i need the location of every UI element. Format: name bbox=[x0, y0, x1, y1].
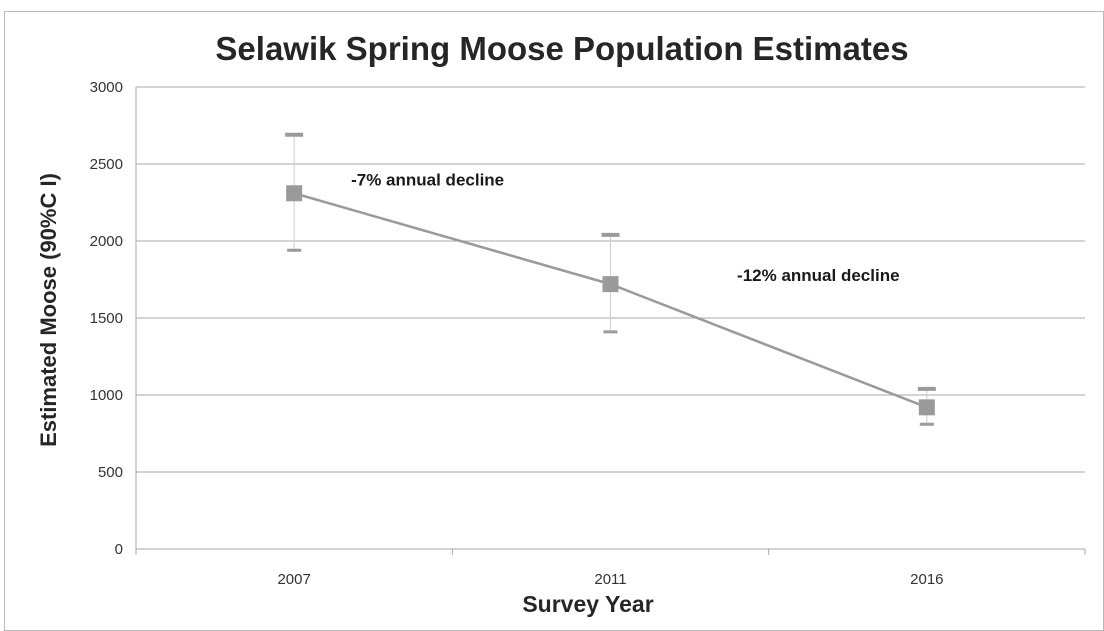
annotation-text: -12% annual decline bbox=[737, 266, 900, 285]
y-tick-label: 3000 bbox=[90, 79, 123, 96]
y-tick-label: 2000 bbox=[90, 233, 123, 250]
x-tick-label: 2007 bbox=[277, 571, 310, 588]
annotation-text: -7% annual decline bbox=[351, 171, 504, 190]
y-tick-label: 0 bbox=[115, 541, 123, 558]
y-tick-label: 1000 bbox=[90, 387, 123, 404]
y-tick-label: 500 bbox=[98, 464, 123, 481]
data-point-marker bbox=[918, 399, 935, 416]
y-tick-label: 1500 bbox=[90, 310, 123, 327]
data-point-marker bbox=[286, 185, 303, 202]
y-tick-label: 2500 bbox=[90, 156, 123, 173]
x-tick-label: 2016 bbox=[910, 571, 943, 588]
data-point-marker bbox=[602, 276, 619, 293]
x-tick-label: 2011 bbox=[594, 571, 626, 588]
chart-title: Selawik Spring Moose Population Estimate… bbox=[215, 30, 909, 67]
x-axis-label: Survey Year bbox=[522, 591, 654, 617]
